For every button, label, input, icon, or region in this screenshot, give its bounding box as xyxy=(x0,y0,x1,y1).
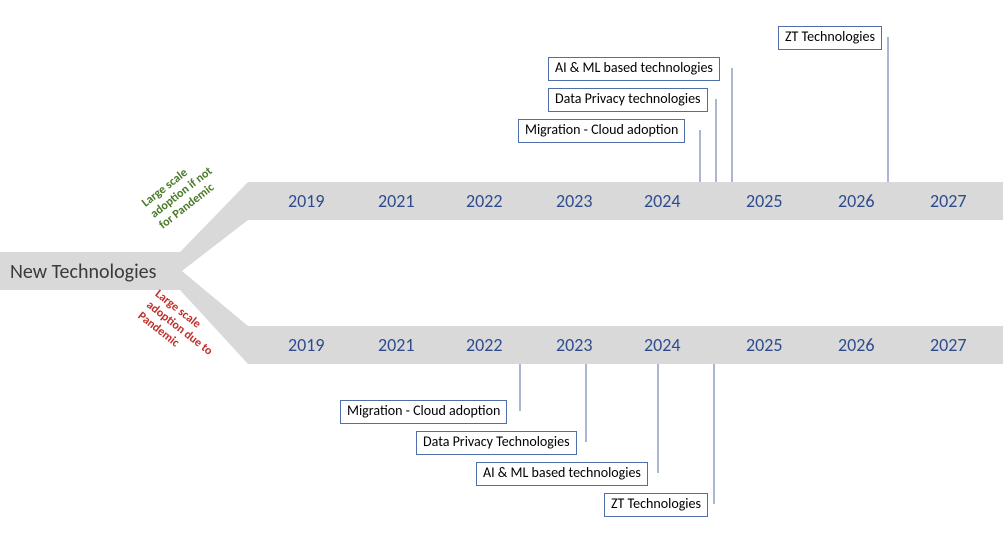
timeline-bar-bottom xyxy=(248,326,1003,364)
root-label: New Technologies xyxy=(10,260,156,284)
year-label: 2023 xyxy=(556,334,593,356)
diagram-stage: New Technologies Large scale adoption if… xyxy=(0,0,1003,546)
year-label: 2022 xyxy=(466,334,503,356)
timeline-bar-top xyxy=(248,182,1003,220)
year-label: 2025 xyxy=(746,190,783,212)
callout-box: Migration - Cloud adoption xyxy=(518,119,685,143)
year-label: 2021 xyxy=(378,190,415,212)
year-label: 2027 xyxy=(930,190,967,212)
year-label: 2024 xyxy=(644,190,681,212)
branch-label-top: Large scale adoption if not for Pandemic xyxy=(140,154,224,232)
year-label: 2022 xyxy=(466,190,503,212)
year-label: 2019 xyxy=(288,190,325,212)
year-label: 2027 xyxy=(930,334,967,356)
year-label: 2021 xyxy=(378,334,415,356)
year-label: 2023 xyxy=(556,190,593,212)
year-label: 2026 xyxy=(838,190,875,212)
callout-box: AI & ML based technologies xyxy=(476,462,648,486)
branch-label-bottom: Large scale adoption due to Pandemic xyxy=(135,288,223,370)
callout-box: ZT Technologies xyxy=(604,493,708,517)
callout-box: Migration - Cloud adoption xyxy=(340,400,507,424)
callout-box: Data Privacy technologies xyxy=(548,88,708,112)
year-label: 2019 xyxy=(288,334,325,356)
callout-box: AI & ML based technologies xyxy=(548,57,720,81)
year-label: 2026 xyxy=(838,334,875,356)
callout-box: ZT Technologies xyxy=(778,26,882,50)
year-label: 2024 xyxy=(644,334,681,356)
year-label: 2025 xyxy=(746,334,783,356)
callout-box: Data Privacy Technologies xyxy=(416,431,577,455)
